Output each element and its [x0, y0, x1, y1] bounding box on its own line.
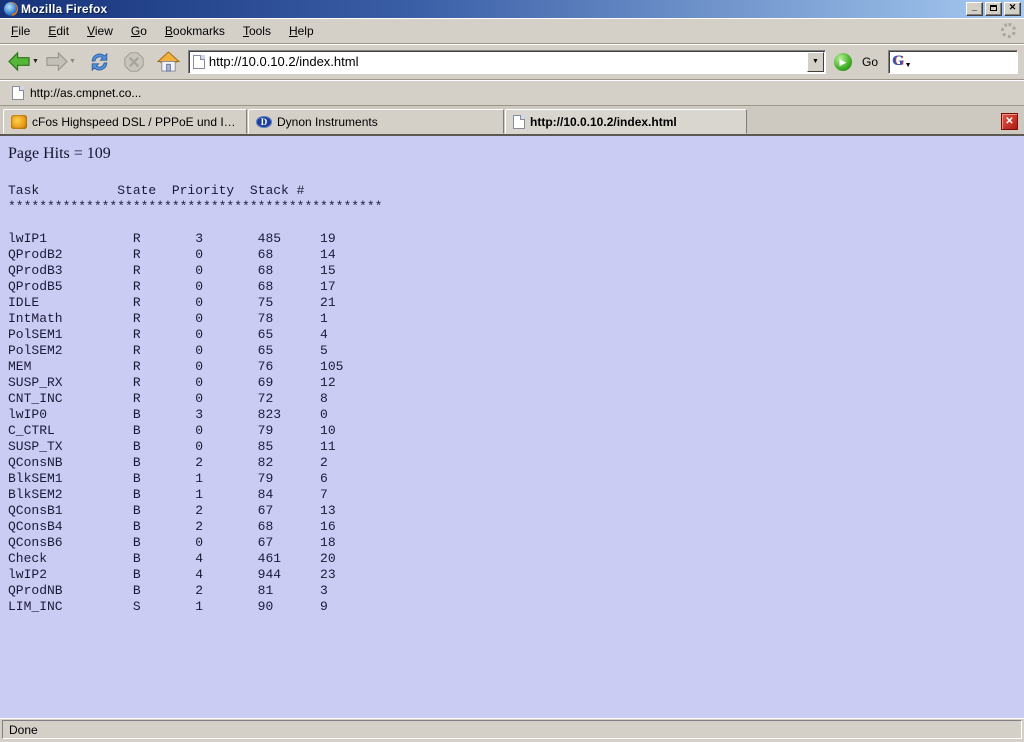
status-panel: Done — [2, 720, 1022, 739]
task-table: Task State Priority Stack # ************… — [8, 183, 383, 614]
throbber-icon — [1001, 23, 1016, 38]
menu-bar: File Edit View Go Bookmarks Tools Help — [0, 18, 1024, 44]
bookmark-item[interactable]: http://as.cmpnet.co... — [8, 84, 145, 102]
tab-1[interactable]: cFos Highspeed DSL / PPPoE und ISDN CAP.… — [3, 109, 247, 134]
bookmark-page-icon — [12, 85, 24, 100]
restore-button[interactable] — [985, 2, 1002, 16]
tab-label: cFos Highspeed DSL / PPPoE und ISDN CAP.… — [32, 114, 239, 129]
reload-icon — [91, 52, 108, 71]
url-input[interactable] — [204, 54, 807, 69]
menu-file[interactable]: File — [11, 23, 31, 38]
menu-go[interactable]: Go — [130, 23, 147, 38]
close-button[interactable]: ✕ — [1004, 2, 1021, 16]
tab-bar: cFos Highspeed DSL / PPPoE und ISDN CAP.… — [0, 106, 1024, 136]
menu-help[interactable]: Help — [288, 23, 314, 38]
window-title: Mozilla Firefox — [21, 2, 108, 16]
home-button[interactable] — [155, 49, 182, 74]
page-icon — [513, 114, 525, 129]
back-button[interactable]: ▼ — [6, 49, 41, 74]
minimize-button[interactable]: _ — [966, 2, 983, 16]
menu-view[interactable]: View — [87, 23, 113, 38]
bookmarks-toolbar: http://as.cmpnet.co... — [0, 80, 1024, 106]
menu-tools[interactable]: Tools — [242, 23, 271, 38]
go-button[interactable]: ▶ — [832, 51, 854, 73]
close-tab-button[interactable]: ✕ — [1001, 113, 1018, 130]
stop-icon — [124, 51, 144, 72]
forward-button[interactable]: ▼ — [43, 49, 78, 74]
page-content: Page Hits = 109 Task State Priority Stac… — [0, 136, 1024, 718]
go-label[interactable]: Go — [861, 54, 878, 69]
navigation-toolbar: ▼ ▼ — [0, 44, 1024, 80]
page-icon — [192, 54, 205, 69]
url-bar[interactable]: ▼ — [187, 49, 826, 74]
tab-label: http://10.0.10.2/index.html — [530, 114, 677, 129]
back-dropdown-caret[interactable]: ▼ — [32, 58, 39, 65]
restore-icon — [990, 5, 997, 11]
home-icon — [156, 51, 180, 72]
tab-2[interactable]: D Dynon Instruments — [248, 109, 504, 134]
menu-edit[interactable]: Edit — [48, 23, 70, 38]
search-bar[interactable]: G ▼ — [888, 49, 1024, 74]
dynon-icon: D — [256, 115, 272, 128]
status-text: Done — [9, 722, 38, 737]
tab-3[interactable]: http://10.0.10.2/index.html — [505, 109, 747, 134]
bookmark-label: http://as.cmpnet.co... — [30, 85, 142, 100]
url-dropdown-button[interactable]: ▼ — [806, 51, 824, 72]
firefox-icon — [4, 2, 18, 16]
search-engine-caret[interactable]: ▼ — [904, 62, 912, 69]
status-bar: Done — [0, 718, 1024, 742]
back-arrow-icon — [8, 51, 30, 72]
cfos-icon — [11, 114, 27, 129]
forward-dropdown-caret[interactable]: ▼ — [68, 58, 76, 65]
go-icon: ▶ — [833, 52, 852, 71]
stop-button[interactable] — [121, 49, 147, 75]
forward-arrow-icon — [46, 51, 68, 72]
search-input[interactable] — [913, 54, 1024, 69]
page-hits-text: Page Hits = 109 — [8, 145, 111, 162]
google-icon: G — [892, 53, 904, 69]
tab-label: Dynon Instruments — [277, 114, 378, 129]
menu-bookmarks[interactable]: Bookmarks — [164, 23, 225, 38]
title-bar: Mozilla Firefox _ ✕ — [0, 0, 1024, 18]
reload-button[interactable] — [86, 49, 113, 75]
